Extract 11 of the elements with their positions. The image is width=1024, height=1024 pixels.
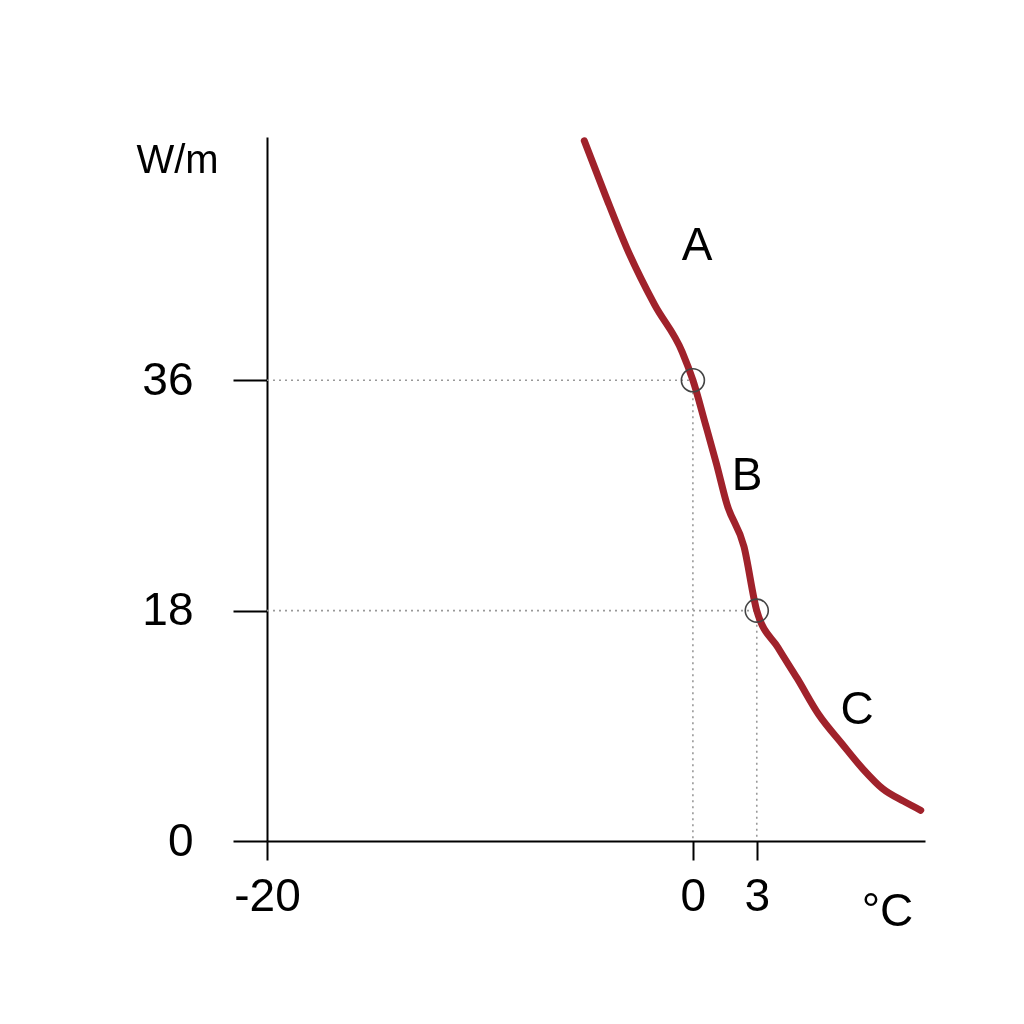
annotation: C	[840, 682, 874, 734]
x-tick-label: 0	[680, 868, 707, 921]
x-tick-label: 3	[744, 868, 771, 921]
x-axis-title: °C	[861, 883, 914, 936]
y-tick-label: 18	[142, 583, 194, 636]
y-tick-label: 36	[142, 352, 194, 405]
y-axis-title: W/m	[136, 136, 219, 181]
annotation: B	[731, 448, 763, 500]
y-tick-label: 0	[167, 813, 194, 866]
annotation: A	[681, 218, 713, 270]
x-tick-label: -20	[234, 868, 301, 921]
